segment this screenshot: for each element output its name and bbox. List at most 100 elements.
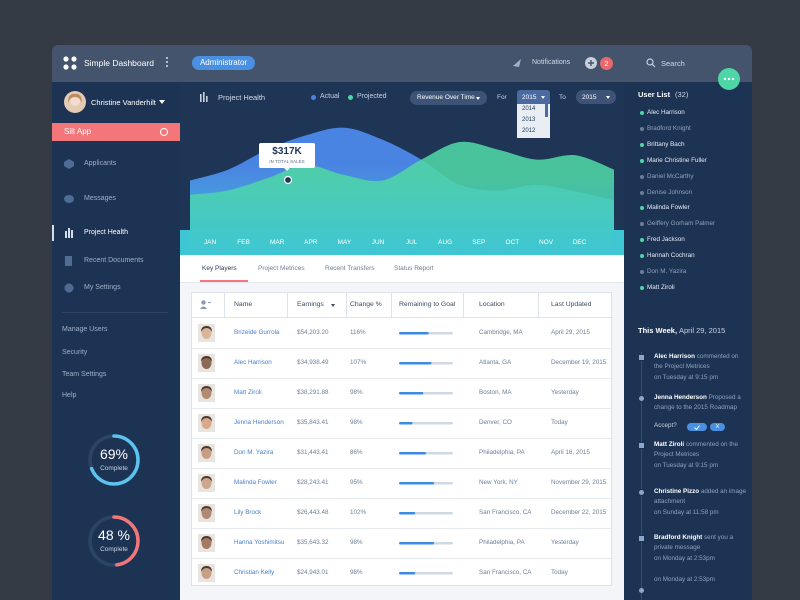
tooltip: $317K IN TOTAL SALES bbox=[259, 143, 315, 171]
app-toggle[interactable] bbox=[160, 128, 168, 136]
activity-user[interactable]: Alec Harrison bbox=[654, 353, 695, 360]
year-option[interactable]: 2012 bbox=[522, 128, 536, 134]
player-name[interactable]: Don M. Yazira bbox=[234, 449, 274, 456]
nav-item[interactable]: Applicants bbox=[52, 155, 180, 173]
x-tick-label: APR bbox=[304, 239, 318, 246]
goal-bar bbox=[399, 512, 416, 515]
activity-item: Christine Pizzo added an image attachmen… bbox=[654, 487, 748, 518]
sidebar-link[interactable]: Manage Users bbox=[62, 326, 108, 333]
sidebar-link[interactable]: Help bbox=[62, 392, 77, 399]
notification-glyph bbox=[513, 59, 521, 67]
nav-item[interactable]: Messages bbox=[52, 190, 180, 208]
notifications-link[interactable]: Notifications bbox=[532, 59, 571, 66]
player-name[interactable]: Malinda Fowler bbox=[234, 479, 277, 486]
user-status-dot bbox=[640, 174, 644, 179]
user-name[interactable]: Christine Vanderhilt bbox=[91, 98, 156, 107]
user-list-item[interactable]: Don M. Yazira bbox=[647, 268, 687, 275]
activity-item: Matt Ziroli commented on the Project Met… bbox=[654, 440, 748, 471]
user-list-item[interactable]: Denise Johnson bbox=[647, 188, 693, 196]
legend-label[interactable]: Actual bbox=[320, 93, 340, 100]
notification-icon bbox=[513, 59, 521, 67]
column-header[interactable]: Remaining to Goal bbox=[399, 301, 456, 308]
user-list-item[interactable]: Geiffery Gorham Palmer bbox=[647, 220, 716, 228]
column-divider bbox=[391, 293, 392, 317]
sidebar-link[interactable]: Team Settings bbox=[62, 371, 107, 378]
player-location: Philadelphia, PA bbox=[479, 449, 525, 456]
player-updated: December 19, 2015 bbox=[551, 359, 607, 366]
sidebar bbox=[52, 82, 180, 600]
user-list-item[interactable]: Matt Ziroli bbox=[647, 283, 675, 291]
column-divider bbox=[224, 293, 225, 317]
column-header[interactable]: Location bbox=[479, 301, 505, 308]
gauge-label: 69% bbox=[99, 446, 129, 462]
player-earnings: $35,643.32 bbox=[297, 539, 329, 546]
column-header[interactable]: Last Updated bbox=[551, 301, 592, 308]
sort-caret[interactable] bbox=[331, 304, 335, 307]
player-name[interactable]: Christian Kelly bbox=[234, 569, 275, 576]
player-name[interactable]: Matt Ziroli bbox=[234, 389, 262, 396]
player-name[interactable]: Hanna Yoshimitsu bbox=[234, 539, 285, 546]
nav-item[interactable]: Recent Documents bbox=[52, 252, 180, 270]
user-menu-caret[interactable] bbox=[159, 100, 165, 104]
tab[interactable]: Project Metrices bbox=[258, 265, 305, 272]
user-list-item[interactable]: Marie Christine Fuller bbox=[647, 156, 707, 164]
metric-dropdown[interactable]: Revenue Over Time bbox=[410, 91, 487, 105]
player-change: 116% bbox=[350, 329, 366, 336]
photo-hair bbox=[201, 356, 212, 362]
user-list-item[interactable]: Hannah Cochran bbox=[647, 252, 695, 260]
timeline-icon bbox=[638, 442, 645, 449]
avatar-face bbox=[70, 96, 80, 106]
player-photo bbox=[198, 324, 215, 342]
activity-item: Jenna Henderson Proposed a change to the… bbox=[654, 393, 748, 414]
activity-user[interactable]: Bradford Knight bbox=[654, 534, 703, 541]
menu-icon bbox=[166, 57, 168, 67]
nav-glyph bbox=[65, 231, 67, 238]
activity-user[interactable]: Jenna Henderson bbox=[654, 394, 707, 401]
player-name[interactable]: Jenna Henderson bbox=[234, 419, 284, 426]
goal-bar bbox=[399, 362, 432, 365]
decline-button[interactable]: X bbox=[710, 423, 725, 431]
menu-dot bbox=[166, 61, 168, 63]
column-header[interactable]: Name bbox=[234, 301, 253, 308]
search-field[interactable]: Search bbox=[661, 59, 685, 68]
photo-hair bbox=[201, 506, 212, 512]
photo-hair bbox=[201, 566, 212, 572]
column-header[interactable]: Change % bbox=[350, 301, 382, 308]
user-list-item[interactable]: Malinda Fowler bbox=[647, 204, 690, 212]
user-list-item[interactable]: Fred Jackson bbox=[647, 236, 685, 244]
role-badge[interactable]: Administrator bbox=[192, 56, 255, 70]
gauge-arc bbox=[88, 434, 140, 486]
player-name[interactable]: Alec Harrison bbox=[234, 359, 272, 366]
row-divider bbox=[192, 528, 613, 529]
user-list-item[interactable]: Bradford Knight bbox=[647, 124, 691, 132]
accept-button[interactable] bbox=[687, 423, 707, 431]
user-list-item[interactable]: Daniel McCarthy bbox=[647, 172, 694, 180]
tab[interactable]: Recent Transfers bbox=[325, 265, 375, 272]
year-option[interactable]: 2013 bbox=[522, 117, 536, 123]
activity-user[interactable]: Christine Pizzo bbox=[654, 488, 700, 495]
tab[interactable]: Status Report bbox=[394, 265, 434, 272]
year-option[interactable]: 2014 bbox=[522, 106, 536, 112]
sidebar-link[interactable]: Security bbox=[62, 349, 88, 356]
column-header[interactable]: Earnings bbox=[297, 301, 324, 308]
to-dropdown[interactable]: 2015 bbox=[576, 90, 616, 104]
chart-title: Project Health bbox=[218, 93, 266, 102]
year-list: 2014 2013 2012 bbox=[517, 104, 550, 138]
user-list-item[interactable]: Alec Harrison bbox=[647, 109, 685, 116]
right-panel bbox=[624, 82, 752, 600]
player-name[interactable]: Lily Brock bbox=[234, 509, 262, 516]
nav-item[interactable]: Project Health bbox=[52, 224, 180, 242]
notification-badge[interactable]: 2 bbox=[600, 57, 613, 70]
tab[interactable]: Key Players bbox=[202, 265, 237, 272]
user-list-item[interactable]: Brittany Bach bbox=[647, 140, 685, 148]
goal-progress bbox=[399, 482, 453, 485]
goal-progress bbox=[399, 512, 453, 515]
player-photo bbox=[198, 354, 215, 372]
year-list-scroll bbox=[545, 104, 548, 117]
player-name[interactable]: Brizeide Gurrola bbox=[234, 329, 280, 336]
legend-label[interactable]: Projected bbox=[357, 93, 387, 100]
activity-user[interactable]: Matt Ziroli bbox=[654, 441, 685, 448]
for-dropdown[interactable]: 2015 bbox=[517, 90, 550, 104]
app-switcher[interactable]: Silt App bbox=[52, 123, 180, 141]
nav-item[interactable]: My Settings bbox=[52, 279, 180, 297]
